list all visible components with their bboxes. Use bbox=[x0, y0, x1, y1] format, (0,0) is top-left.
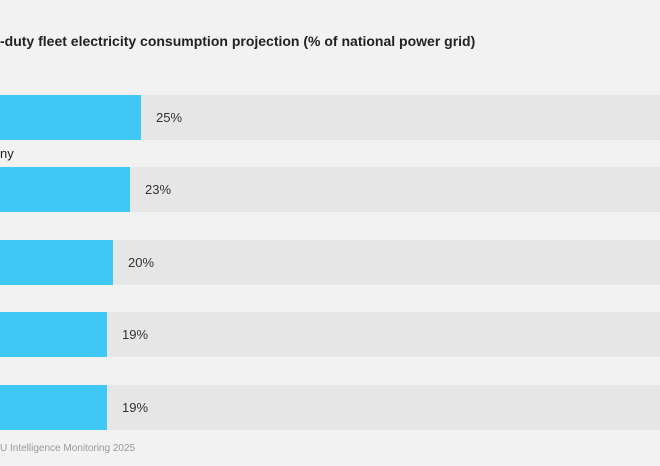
value-label: 19% bbox=[122, 400, 149, 415]
value-label: 23% bbox=[145, 182, 172, 197]
chart-title: -duty fleet electricity consumption proj… bbox=[0, 33, 476, 49]
source-note: U Intelligence Monitoring 2025 bbox=[0, 443, 136, 454]
bar bbox=[0, 95, 141, 140]
value-label: 20% bbox=[128, 255, 155, 270]
bar bbox=[0, 167, 130, 212]
category-label: ny bbox=[0, 146, 14, 161]
value-label: 25% bbox=[156, 110, 183, 125]
value-label: 19% bbox=[122, 327, 149, 342]
bar bbox=[0, 385, 107, 430]
bar bbox=[0, 240, 113, 285]
bar-track bbox=[0, 312, 660, 357]
bar bbox=[0, 312, 107, 357]
bar-track bbox=[0, 385, 660, 430]
